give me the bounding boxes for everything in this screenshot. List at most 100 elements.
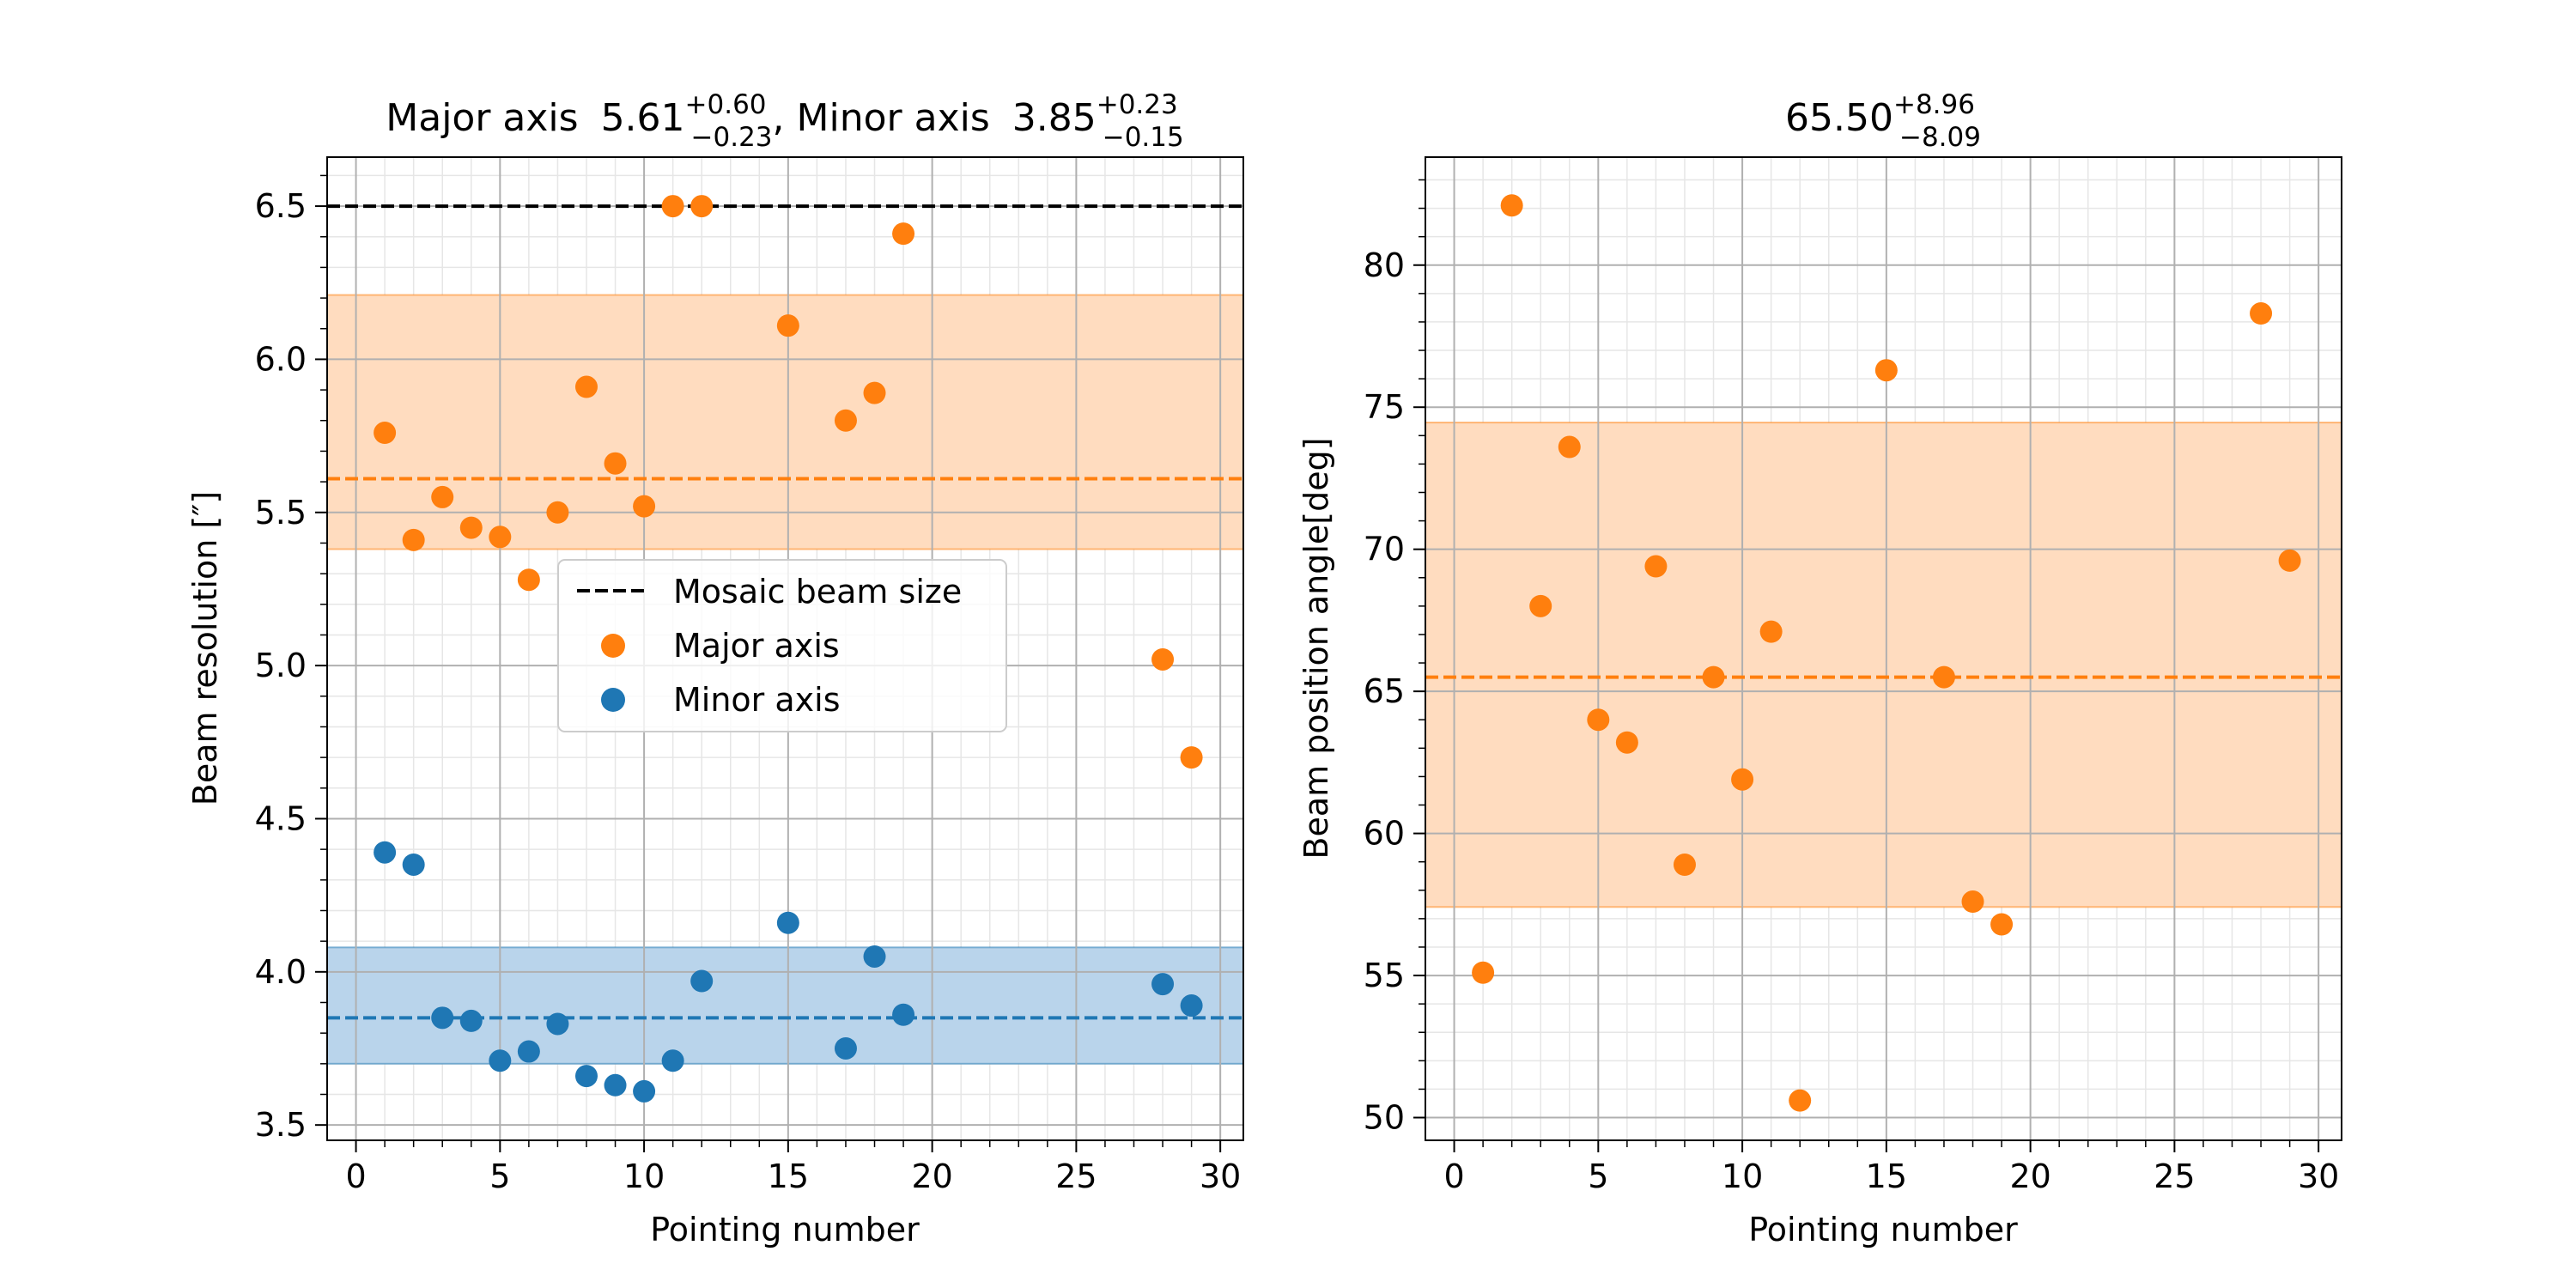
right-y-axis-label: Beam position angle[deg] (1297, 437, 1335, 859)
position-angle-range-band (1425, 422, 2342, 908)
major-axis-range-band (326, 294, 1244, 550)
position-angle-point (1644, 555, 1668, 578)
position-angle-point (1702, 665, 1725, 689)
major-axis-point (402, 528, 425, 551)
position-angle-point (1472, 961, 1495, 984)
left-y-tick-label: 4.0 (255, 953, 307, 991)
position-angle-point (2278, 549, 2301, 572)
position-angle-point (1789, 1089, 1812, 1112)
major-axis-point (633, 495, 656, 518)
right-x-tick-label: 25 (2154, 1157, 2195, 1195)
left-title-minor-value: 3.85 (1012, 96, 1097, 140)
major-axis-point (690, 195, 714, 218)
left-title-major-value: 5.61 (601, 96, 685, 140)
position-angle-point (1759, 620, 1783, 643)
minor-axis-point (776, 911, 799, 934)
right-chart-title: 65.50+8.96 −8.09 (1785, 89, 1981, 153)
legend-major-marker (601, 634, 625, 658)
left-x-tick-label: 30 (1200, 1157, 1241, 1195)
minor-axis-point (604, 1073, 627, 1097)
left-y-tick-label: 6.0 (255, 340, 307, 378)
minor-axis-range-band (326, 946, 1244, 1065)
major-axis-point (604, 452, 627, 475)
position-angle-point (1529, 594, 1552, 617)
left-x-tick-label: 0 (345, 1157, 366, 1195)
left-y-tick-label: 5.5 (255, 494, 307, 532)
left-x-tick-label: 15 (768, 1157, 809, 1195)
left-x-axis-label: Pointing number (650, 1211, 920, 1249)
left-axes-frame (326, 156, 1244, 1141)
minor-axis-point (546, 1012, 569, 1036)
legend-minor-marker (601, 688, 625, 712)
minor-axis-point (517, 1040, 540, 1063)
major-axis-point (661, 195, 684, 218)
left-title-minor-minus: −0.15 (1103, 122, 1184, 153)
minor-axis-point (661, 1049, 684, 1072)
minor-axis-point (1151, 973, 1175, 996)
position-angle-point (2250, 302, 2273, 325)
legend-label-minor: Minor axis (673, 681, 841, 719)
right-axes-frame (1425, 156, 2342, 1141)
position-angle-point (1990, 913, 2014, 936)
left-title-major-minus: −0.23 (691, 122, 773, 153)
minor-axis-point (574, 1065, 598, 1088)
left-chart-title: Major axis 5.61+0.60 −0.23, Minor axis 3.… (386, 89, 1183, 153)
right-y-tick-label: 50 (1364, 1099, 1405, 1137)
left-y-tick-label: 6.5 (255, 187, 307, 225)
major-axis-point (517, 568, 540, 592)
left-y-tick-label: 3.5 (255, 1106, 307, 1144)
major-axis-point (546, 501, 569, 524)
left-title-minor-plus: +0.23 (1097, 89, 1178, 120)
right-title-minus: −8.09 (1899, 122, 1981, 153)
left-x-tick-label: 10 (623, 1157, 665, 1195)
major-axis-point (431, 485, 454, 508)
right-x-tick-label: 0 (1443, 1157, 1464, 1195)
legend-label-mosaic: Mosaic beam size (673, 573, 962, 611)
position-angle-point (1615, 731, 1638, 754)
legend-box (557, 559, 1007, 732)
minor-axis-point (459, 1009, 483, 1032)
right-x-tick-label: 10 (1722, 1157, 1763, 1195)
position-angle-point (1874, 359, 1898, 382)
left-x-tick-label: 20 (911, 1157, 952, 1195)
left-y-axis-label: Beam resolution [″] (186, 491, 224, 805)
legend: Mosaic beam size Major axis Minor axis (557, 559, 1007, 732)
left-x-tick-label: 25 (1055, 1157, 1097, 1195)
major-axis-point (459, 516, 483, 539)
major-axis-point (834, 409, 857, 432)
left-title-separator: , (773, 96, 785, 140)
right-y-tick-label: 75 (1364, 388, 1405, 426)
right-y-tick-label: 55 (1364, 957, 1405, 994)
minor-axis-point (489, 1049, 512, 1072)
right-title-value: 65.50 (1785, 96, 1893, 140)
major-axis-point (374, 422, 397, 445)
major-axis-point (1151, 647, 1175, 671)
major-axis-point (574, 375, 598, 398)
left-title-minor-label: Minor axis (797, 96, 990, 140)
right-y-tick-label: 65 (1364, 672, 1405, 710)
major-axis-point (892, 222, 915, 246)
position-angle-point (1961, 890, 1984, 914)
minor-axis-point (834, 1036, 857, 1060)
right-y-tick-label: 70 (1364, 531, 1405, 568)
position-angle-point (1731, 768, 1754, 791)
right-plot-layers: 0 5 10 15 20 25 30 50 55 60 65 70 75 80 (1364, 157, 2342, 1195)
position-angle-point (1587, 708, 1610, 732)
right-y-tick-label: 60 (1364, 815, 1405, 853)
minor-axis-point (374, 841, 397, 864)
major-axis-point (1180, 746, 1203, 769)
right-x-tick-label: 15 (1866, 1157, 1907, 1195)
right-x-tick-label: 30 (2298, 1157, 2339, 1195)
left-x-tick-label: 5 (489, 1157, 510, 1195)
minor-axis-point (633, 1079, 656, 1103)
left-title-major-label: Major axis (386, 96, 578, 140)
major-axis-point (863, 381, 886, 404)
minor-axis-point (690, 969, 714, 993)
legend-label-major: Major axis (673, 627, 840, 665)
position-angle-point (1500, 194, 1523, 217)
minor-axis-point (892, 1003, 915, 1026)
major-axis-point (489, 526, 512, 549)
right-x-axis-label: Pointing number (1748, 1211, 2018, 1249)
right-x-tick-label: 5 (1588, 1157, 1608, 1195)
left-y-tick-label: 4.5 (255, 799, 307, 837)
